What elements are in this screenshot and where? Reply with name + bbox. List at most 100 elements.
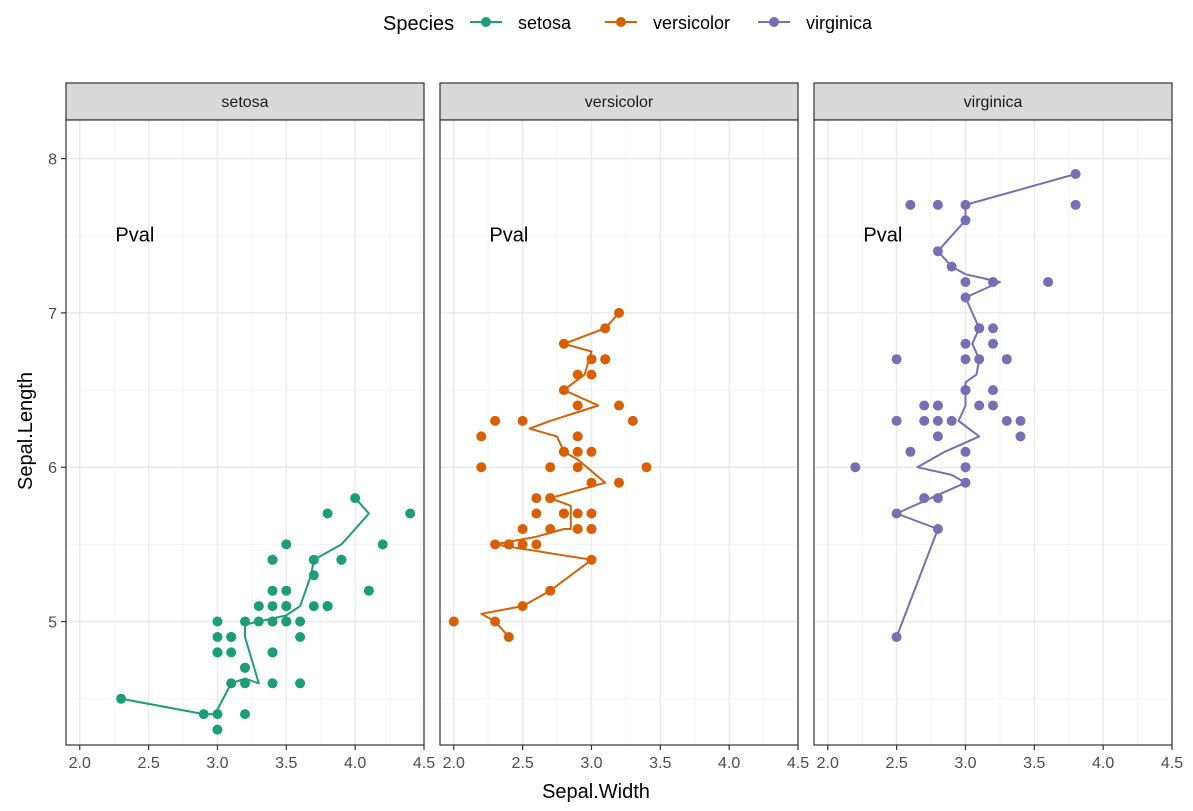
x-tick-label: 3.5: [649, 755, 671, 772]
data-point: [946, 415, 957, 426]
data-point: [974, 354, 985, 365]
data-point: [281, 539, 292, 550]
data-point: [572, 462, 583, 473]
x-tick-label: 2.5: [137, 755, 159, 772]
data-point: [490, 415, 501, 426]
data-point: [891, 354, 902, 365]
data-point: [905, 446, 916, 457]
panel-background: [814, 120, 1172, 745]
data-point: [198, 709, 209, 720]
data-point: [545, 585, 556, 596]
legend-label: versicolor: [653, 13, 730, 33]
y-tick-label: 5: [48, 615, 57, 632]
points-virginica: [850, 169, 1081, 642]
y-axis: 5 6 7 8: [48, 152, 66, 632]
panel-border: [65, 119, 425, 746]
data-point: [517, 601, 528, 612]
data-point: [1070, 199, 1081, 210]
legend-item-virginica: virginica: [758, 13, 873, 33]
data-point: [116, 693, 127, 704]
data-point: [960, 292, 971, 303]
x-axis-virginica: 2.0 2.5 3.0 3.5 4.0 4.5: [817, 745, 1183, 772]
data-point: [905, 199, 916, 210]
points-setosa: [116, 493, 416, 735]
x-tick-label: 2.0: [443, 755, 465, 772]
minor-gridlines: [814, 120, 1172, 745]
data-point: [558, 508, 569, 519]
data-point: [960, 354, 971, 365]
legend-item-versicolor: versicolor: [605, 13, 730, 33]
data-point: [322, 601, 333, 612]
data-point: [614, 307, 624, 318]
data-point: [960, 446, 971, 457]
data-point: [212, 709, 223, 720]
data-point: [960, 385, 971, 396]
data-point: [614, 477, 624, 488]
data-point: [377, 539, 388, 550]
data-point: [212, 632, 223, 642]
data-point: [932, 199, 943, 210]
facet-strip: [65, 82, 425, 121]
data-point: [572, 524, 583, 534]
data-point: [267, 585, 278, 596]
annotation-pval: Pval: [115, 225, 154, 247]
data-point: [322, 508, 333, 519]
data-point: [1070, 169, 1081, 179]
data-point: [295, 632, 306, 642]
x-axis-versicolor: 2.0 2.5 3.0 3.5 4.0 4.5: [443, 745, 809, 772]
data-point: [281, 585, 292, 596]
legend-key-point: [481, 17, 491, 27]
y-tick-label: 7: [48, 306, 57, 323]
data-point: [932, 246, 943, 257]
data-point: [295, 678, 306, 689]
x-tick-label: 4.0: [718, 755, 740, 772]
data-point: [586, 369, 597, 380]
legend-label: virginica: [806, 13, 873, 33]
facet-panel-setosa: setosa Pval 2.0 2.5 3.0 3.5 4.0 4.5 5 6 7 8: [48, 82, 435, 772]
data-point: [558, 385, 569, 396]
data-point: [448, 616, 459, 627]
data-point: [226, 632, 237, 642]
data-point: [586, 554, 597, 565]
panel-border: [439, 119, 799, 746]
data-point: [308, 570, 319, 581]
data-point: [281, 616, 292, 627]
data-point: [572, 369, 583, 380]
y-tick-label: 8: [48, 152, 57, 169]
facet-strip: [439, 82, 799, 121]
data-point: [988, 400, 998, 411]
data-point: [545, 493, 556, 504]
facet-strip-label: setosa: [221, 94, 268, 111]
data-point: [531, 508, 542, 519]
annotation-pval: Pval: [489, 225, 528, 247]
data-point: [988, 277, 998, 287]
facet-strip-label: virginica: [964, 94, 1023, 111]
data-point: [974, 323, 985, 334]
x-tick-label: 2.5: [511, 755, 533, 772]
data-point: [267, 554, 278, 565]
data-point: [891, 415, 902, 426]
data-point: [586, 524, 597, 534]
data-point: [960, 462, 971, 473]
facet-strip-label: versicolor: [585, 94, 654, 111]
legend-item-setosa: setosa: [470, 13, 572, 33]
data-point: [600, 323, 611, 334]
data-point: [295, 616, 306, 627]
data-point: [960, 199, 971, 210]
x-axis-setosa: 2.0 2.5 3.0 3.5 4.0 4.5: [69, 745, 435, 772]
data-point: [281, 601, 292, 612]
data-point: [586, 446, 597, 457]
data-point: [932, 415, 943, 426]
x-tick-label: 3.0: [954, 755, 976, 772]
data-point: [531, 493, 542, 504]
data-point: [1001, 415, 1012, 426]
data-point: [212, 724, 223, 735]
x-tick-label: 2.5: [885, 755, 907, 772]
data-point: [1001, 354, 1012, 365]
data-point: [490, 539, 501, 550]
data-point: [240, 662, 250, 673]
data-point: [253, 616, 264, 627]
data-point: [932, 493, 943, 504]
